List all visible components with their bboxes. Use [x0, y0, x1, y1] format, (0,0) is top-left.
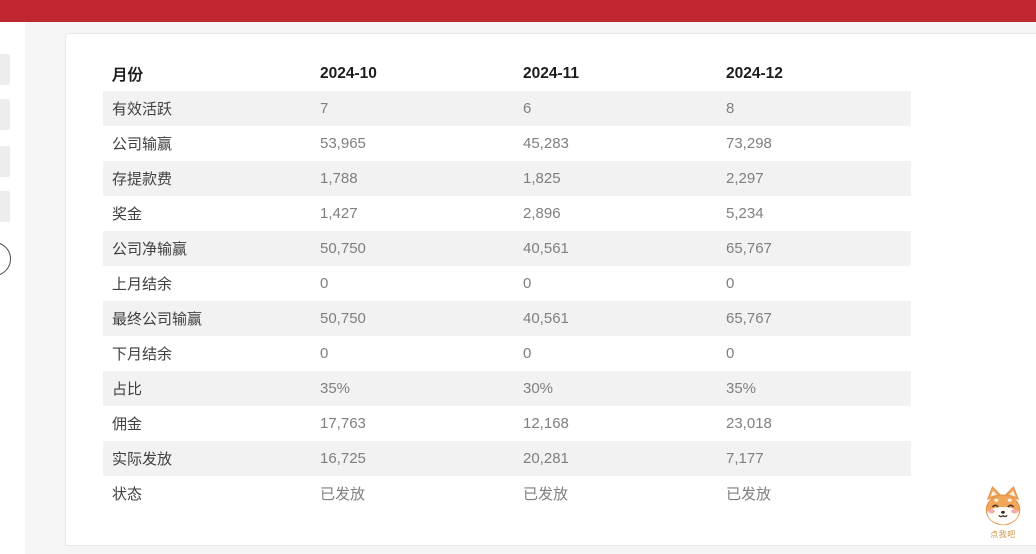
cell-value: 0: [320, 345, 329, 362]
cell-value: 73,298: [726, 135, 772, 152]
cell-value: 0: [523, 345, 532, 362]
mascot-caption: 点我吧: [990, 530, 1016, 539]
table-row: 下月结余 0 0 0: [103, 336, 911, 371]
cell-value: 8: [726, 100, 735, 117]
cell-value: 65,767: [726, 240, 772, 257]
cell-value: 40,561: [523, 240, 569, 257]
cell-value: 35%: [726, 380, 757, 397]
cell-value: 0: [523, 275, 532, 292]
table-row: 占比 35% 30% 35%: [103, 371, 911, 406]
table-row: 实际发放 16,725 20,281 7,177: [103, 441, 911, 476]
cell-value: 50,750: [320, 310, 366, 327]
column-header-month: 月份: [112, 67, 144, 84]
cell-value: 5,234: [726, 205, 764, 222]
cell-value: 35%: [320, 380, 351, 397]
cell-value: 0: [726, 345, 735, 362]
sidebar-item[interactable]: [0, 54, 10, 85]
cell-value: 17,763: [320, 415, 366, 432]
row-label: 有效活跃: [112, 101, 173, 118]
sidebar-item[interactable]: [0, 191, 10, 222]
table-row: 有效活跃 7 6 8: [103, 91, 911, 126]
table-row: 佣金 17,763 12,168 23,018: [103, 406, 911, 441]
cell-value: 16,725: [320, 450, 366, 467]
row-label: 公司输赢: [112, 136, 173, 153]
top-red-bar: [0, 0, 1036, 22]
collapsed-sidebar: [0, 22, 25, 554]
status-value: 已发放: [726, 486, 772, 503]
cell-value: 40,561: [523, 310, 569, 327]
shiba-dog-icon: [978, 484, 1028, 530]
cell-value: 65,767: [726, 310, 772, 327]
table-header-row: 月份 2024-10 2024-11 2024-12: [103, 57, 911, 91]
cell-value: 1,825: [523, 170, 561, 187]
sidebar-toggle-button[interactable]: [0, 242, 11, 276]
mascot-widget[interactable]: 点我吧: [978, 484, 1028, 540]
cell-value: 6: [523, 100, 532, 117]
table-row: 存提款费 1,788 1,825 2,297: [103, 161, 911, 196]
status-value: 已发放: [320, 486, 366, 503]
table-row: 公司输赢 53,965 45,283 73,298: [103, 126, 911, 161]
table-row: 最终公司输赢 50,750 40,561 65,767: [103, 301, 911, 336]
sidebar-item[interactable]: [0, 146, 10, 177]
row-label: 最终公司输赢: [112, 311, 203, 328]
cell-value: 7,177: [726, 450, 764, 467]
cell-value: 30%: [523, 380, 554, 397]
row-label: 佣金: [112, 416, 143, 433]
cell-value: 53,965: [320, 135, 366, 152]
cell-value: 1,427: [320, 205, 358, 222]
column-header-2024-10: 2024-10: [320, 65, 377, 82]
status-value: 已发放: [523, 486, 569, 503]
monthly-report-table: 月份 2024-10 2024-11 2024-12 有效活跃 7 6 8 公司…: [103, 57, 911, 511]
row-label: 下月结余: [112, 346, 173, 363]
cell-value: 1,788: [320, 170, 358, 187]
cell-value: 7: [320, 100, 329, 117]
table-row: 公司净输赢 50,750 40,561 65,767: [103, 231, 911, 266]
row-label: 奖金: [112, 206, 143, 223]
cell-value: 50,750: [320, 240, 366, 257]
row-label: 存提款费: [112, 171, 173, 188]
row-label: 公司净输赢: [112, 241, 188, 258]
cell-value: 45,283: [523, 135, 569, 152]
cell-value: 0: [320, 275, 329, 292]
cell-value: 20,281: [523, 450, 569, 467]
cell-value: 2,297: [726, 170, 764, 187]
cell-value: 0: [726, 275, 735, 292]
row-label: 状态: [112, 486, 143, 503]
report-card: 月份 2024-10 2024-11 2024-12 有效活跃 7 6 8 公司…: [65, 33, 1036, 546]
cell-value: 23,018: [726, 415, 772, 432]
table-row: 奖金 1,427 2,896 5,234: [103, 196, 911, 231]
row-label: 实际发放: [112, 451, 173, 468]
table-row: 上月结余 0 0 0: [103, 266, 911, 301]
table-row: 状态 已发放 已发放 已发放: [103, 476, 911, 511]
row-label: 上月结余: [112, 276, 173, 293]
cell-value: 2,896: [523, 205, 561, 222]
sidebar-item[interactable]: [0, 99, 10, 130]
column-header-2024-12: 2024-12: [726, 65, 783, 82]
cell-value: 12,168: [523, 415, 569, 432]
column-header-2024-11: 2024-11: [523, 65, 580, 82]
row-label: 占比: [112, 381, 143, 398]
